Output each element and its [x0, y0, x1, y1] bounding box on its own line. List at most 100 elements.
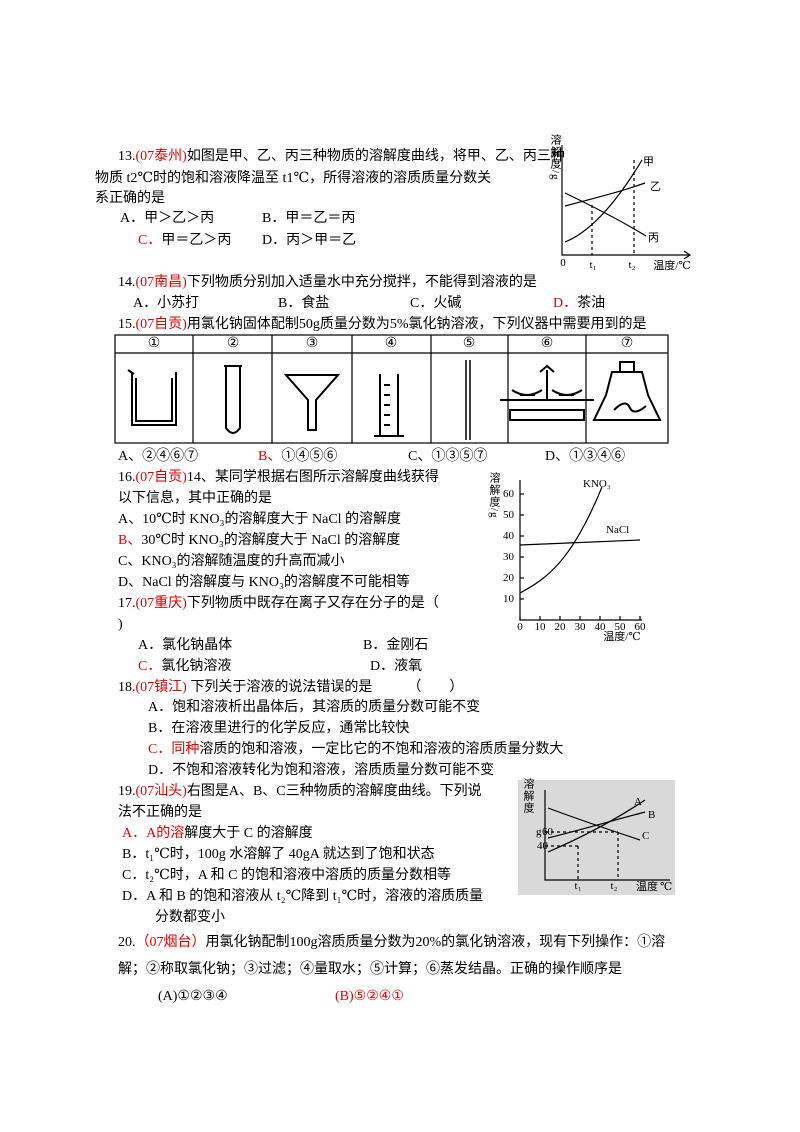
- figure-label: ⑤: [462, 336, 476, 351]
- figure-label: ①: [147, 336, 161, 351]
- text-segment: A、: [118, 512, 143, 527]
- text-segment: 14、某同学根据右图所示溶解度曲线获得: [186, 470, 439, 485]
- text-line: B．食盐: [278, 295, 329, 313]
- text-segment: (A)①②③④: [158, 989, 228, 1004]
- text-segment: 下列关于溶液的说法错误的是 （ ）: [186, 680, 464, 695]
- text-segment: A的溶: [146, 826, 185, 841]
- text-segment: (07汕头): [135, 784, 187, 799]
- text-line: 20.（07烟台）用氯化钠配制100g溶质质量分数为20%的氯化钠溶液，现有下列…: [118, 934, 665, 952]
- figure-label: 溶解度: [522, 778, 534, 814]
- text-line: B．甲＝乙＝丙: [262, 210, 355, 228]
- text-segment: B．: [262, 211, 286, 226]
- text-segment: 14.: [118, 275, 136, 290]
- text-segment: NaCl 的溶解度与 KNO₃的溶解度不可能相等: [142, 575, 410, 590]
- text-segment: (07南昌): [135, 275, 187, 290]
- text-segment: 火碱: [433, 296, 462, 311]
- text-segment: 18.: [118, 680, 136, 695]
- text-segment: A．: [148, 700, 173, 715]
- text-segment: A．: [120, 211, 145, 226]
- figure-label: 溶解度/g: [549, 134, 561, 181]
- instrument-table: [114, 334, 669, 444]
- figure-label: B: [648, 809, 656, 821]
- text-segment: 10℃时 KNO₃的溶解度大于 NaCl 的溶解度: [142, 512, 402, 527]
- q13-figure: [561, 145, 692, 260]
- figure-label: ℃: [660, 881, 673, 893]
- text-segment: A．: [122, 826, 147, 841]
- text-line: C、KNO₃的溶解随温度的升高而减小: [118, 553, 345, 571]
- text-segment: t₁℃时，100g 水溶解了 40gA 就达到了饱和状态: [145, 847, 435, 862]
- text-segment: ①④⑤⑥: [281, 449, 338, 464]
- figure-label: A: [634, 796, 642, 808]
- figure-label: 20: [503, 572, 514, 584]
- text-segment: D．: [262, 233, 287, 248]
- figure-label: 溶解度/g: [488, 472, 500, 519]
- text-segment: 下列物质分别加入适量水中充分搅拌，不能得到溶液的是: [186, 275, 537, 290]
- figure-label: 60: [503, 488, 514, 500]
- text-line: B．t₁℃时，100g 水溶解了 40gA 就达到了饱和状态: [122, 846, 435, 864]
- text-segment: 15.: [118, 317, 136, 332]
- figure-label: KNO₃: [583, 478, 611, 490]
- text-segment: C、: [408, 449, 432, 464]
- text-segment: (B)⑤②④①: [335, 989, 404, 1004]
- text-segment: B、: [258, 449, 282, 464]
- text-segment: 20.: [118, 935, 136, 950]
- text-segment: ①③④⑥: [569, 449, 626, 464]
- text-segment: C、: [118, 554, 142, 569]
- text-segment: 饱和溶液析出晶体后，其溶质的质量分数可能不变: [172, 700, 481, 715]
- text-line: B．在溶液里进行的化学反应，通常比较快: [148, 720, 409, 738]
- text-segment: 用氯化钠固体配制50g质量分数为5%氯化钠溶液，下列仪器中需要用到的是: [186, 317, 647, 332]
- text-line: A．氯化钠晶体: [138, 637, 232, 655]
- text-segment: B．: [278, 296, 302, 311]
- text-line: ): [118, 616, 123, 634]
- text-line: C、①③⑤⑦: [408, 448, 487, 466]
- text-segment: D．: [148, 763, 173, 778]
- text-segment: 氯化钠溶液: [161, 659, 232, 674]
- text-segment: (07自贡): [135, 317, 187, 332]
- figure-label: 0: [560, 257, 566, 269]
- text-segment: 17.: [118, 596, 136, 611]
- text-line: 解；②称取氯化钠；③过滤；④量取水；⑤计算；⑥蒸发结晶。正确的操作顺序是: [118, 961, 622, 979]
- text-segment: 不饱和溶液转化为饱和溶液，溶质质量分数可能不变: [172, 763, 495, 778]
- figure-label: ③: [305, 336, 319, 351]
- figure-label: t₂: [628, 259, 636, 271]
- text-line: D．丙＞甲＝乙: [262, 232, 356, 250]
- text-segment: 16.: [118, 470, 136, 485]
- text-segment: (07重庆): [135, 596, 187, 611]
- text-segment: B．: [363, 638, 387, 653]
- figure-label: 30: [503, 551, 514, 563]
- figure-label: t₁: [589, 259, 597, 271]
- text-segment: 甲＞乙＞丙: [144, 211, 215, 226]
- figure-label: NaCl: [606, 524, 630, 536]
- figure-label: ②: [226, 336, 240, 351]
- text-segment: 甲＝乙＝丙: [285, 211, 356, 226]
- text-segment: C．: [138, 659, 162, 674]
- text-line: D、①③④⑥: [545, 448, 625, 466]
- text-line: C．t₂℃时，A 和 C 的饱和溶液中溶质的质量分数相等: [122, 867, 451, 885]
- text-line: (B)⑤②④①: [335, 988, 404, 1006]
- text-line: D．液氧: [370, 658, 422, 676]
- text-segment: 物质 t2℃时的饱和溶液降温至 t1℃，所得溶液的溶质质量分数关: [95, 171, 492, 186]
- text-line: C．火碱: [410, 295, 461, 313]
- text-line: D．不饱和溶液转化为饱和溶液，溶质质量分数可能不变: [148, 762, 494, 780]
- text-line: (A)①②③④: [158, 988, 228, 1006]
- text-segment: C．: [138, 233, 162, 248]
- text-segment: 甲＝乙＞丙: [161, 233, 232, 248]
- text-segment: A 和 B 的饱和溶液从 t₂℃降到 t₁℃时，溶液的溶质质量: [146, 889, 484, 904]
- figure-label: 甲: [643, 156, 654, 168]
- text-segment: B．: [122, 847, 146, 862]
- text-segment: 系正确的是: [95, 191, 165, 206]
- figure-label: 40: [503, 530, 514, 542]
- text-line: C．甲＝乙＞丙: [138, 232, 231, 250]
- text-segment: 13.: [118, 149, 136, 164]
- text-segment: 在溶液里进行的化学反应，通常比较快: [171, 721, 410, 736]
- q16-figure: [519, 480, 642, 621]
- text-segment: D、: [545, 449, 570, 464]
- text-segment: 如图是甲、乙、丙三种物质的溶解度曲线，将甲、乙、丙三种: [186, 149, 565, 164]
- text-segment: A．: [133, 296, 158, 311]
- text-line: D、NaCl 的溶解度与 KNO₃的溶解度不可能相等: [118, 574, 410, 592]
- figure-label: 乙: [650, 181, 661, 193]
- figure-label: g: [536, 826, 542, 838]
- figure-label: t₂: [610, 880, 618, 892]
- figure-label: 40: [594, 621, 606, 633]
- text-line: 15.(07自贡)用氯化钠固体配制50g质量分数为5%氯化钠溶液，下列仪器中需要…: [118, 316, 647, 334]
